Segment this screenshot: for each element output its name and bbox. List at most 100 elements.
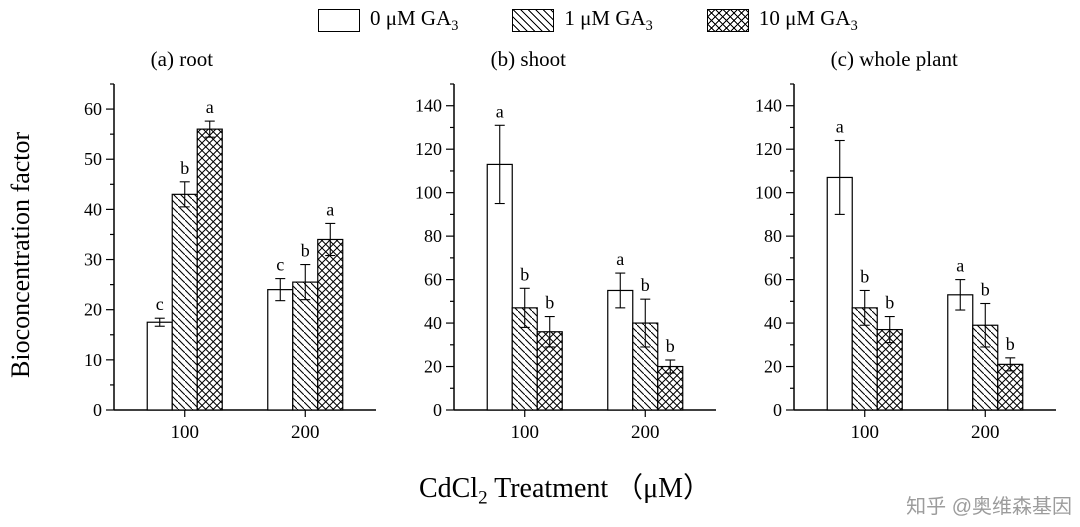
svg-text:20: 20 <box>764 357 782 377</box>
x-tick-label: 200 <box>631 422 660 443</box>
error-bar <box>154 317 165 327</box>
svg-text:40: 40 <box>84 199 102 219</box>
error-bar <box>204 120 215 138</box>
svg-text:0: 0 <box>773 400 782 420</box>
error-bar <box>325 222 336 257</box>
svg-text:60: 60 <box>764 270 782 290</box>
significance-letter: b <box>885 293 894 313</box>
bar <box>292 281 319 411</box>
bar <box>657 365 684 411</box>
significance-letter: c <box>276 255 284 275</box>
bar <box>317 238 344 411</box>
svg-text:20: 20 <box>84 300 102 320</box>
significance-letter: c <box>156 294 164 314</box>
significance-letter: b <box>641 275 650 295</box>
svg-text:60: 60 <box>84 99 102 119</box>
legend: 0 μM GA3 1 μM GA3 10 μM GA3 <box>318 6 858 35</box>
legend-label: 0 μM GA3 <box>370 6 459 35</box>
significance-letter: a <box>836 117 844 137</box>
error-bar <box>275 278 286 302</box>
error-bar <box>834 139 845 215</box>
x-tick-label: 200 <box>971 422 1000 443</box>
svg-text:20: 20 <box>424 357 442 377</box>
svg-text:40: 40 <box>764 313 782 333</box>
panel-title: (c) whole plant <box>831 47 958 71</box>
bar <box>196 128 223 411</box>
significance-letter: b <box>860 266 869 286</box>
svg-text:0: 0 <box>433 400 442 420</box>
svg-text:60: 60 <box>424 270 442 290</box>
error-bar <box>980 302 991 348</box>
error-bar <box>665 359 676 374</box>
error-bar <box>300 264 311 301</box>
x-axis-label: CdCl2 Treatment （μM） <box>418 473 712 509</box>
significance-letter: b <box>180 158 189 178</box>
significance-letter: b <box>1006 334 1015 354</box>
x-tick-label: 100 <box>850 422 879 443</box>
significance-letter: b <box>520 264 529 284</box>
bar <box>826 176 853 411</box>
bar <box>267 289 294 411</box>
bar <box>146 321 173 411</box>
bar <box>607 289 634 411</box>
panel-title: (a) root <box>151 47 214 71</box>
significance-letter: b <box>981 280 990 300</box>
svg-text:80: 80 <box>764 226 782 246</box>
significance-letter: b <box>545 293 554 313</box>
svg-text:30: 30 <box>84 250 102 270</box>
watermark: 知乎 @奥维森基因 <box>906 496 1072 518</box>
svg-text:10: 10 <box>84 350 102 370</box>
svg-text:120: 120 <box>415 139 442 159</box>
error-bar <box>640 298 651 348</box>
legend-swatch-none-pattern <box>318 9 360 33</box>
bar <box>947 294 974 411</box>
legend-item: 1 μM GA3 <box>512 6 653 35</box>
y-axis-ticks <box>106 83 114 411</box>
y-axis-ticks <box>786 83 794 411</box>
y-axis-label: Bioconcentration factor <box>4 55 38 455</box>
svg-text:140: 140 <box>415 96 442 116</box>
legend-swatch-diagonal-pattern <box>512 9 555 33</box>
x-tick-label: 100 <box>510 422 539 443</box>
svg-text:50: 50 <box>84 149 102 169</box>
legend-swatch-crosshatch-pattern <box>706 9 749 33</box>
error-bar <box>884 315 895 344</box>
legend-label: 10 μM GA3 <box>758 6 858 35</box>
svg-text:80: 80 <box>424 226 442 246</box>
bar <box>486 163 513 411</box>
significance-letter: b <box>666 336 675 356</box>
y-axis-ticks <box>446 83 454 411</box>
legend-item: 10 μM GA3 <box>706 6 858 35</box>
error-bar <box>955 279 966 311</box>
significance-letter: a <box>326 199 334 219</box>
bar <box>171 193 198 411</box>
y-tick-labels: 0 10 20 30 40 50 60 <box>84 99 102 420</box>
y-tick-labels: 0 20 40 60 80 100 120 140 <box>415 96 442 420</box>
significance-letter: a <box>956 256 964 276</box>
svg-text:120: 120 <box>755 139 782 159</box>
legend-label: 1 μM GA3 <box>564 6 653 35</box>
significance-letter: b <box>301 241 310 261</box>
chart-panel: (c) whole plant020406080100120140abbabb1… <box>755 47 1056 443</box>
x-tick-label: 100 <box>170 422 199 443</box>
significance-letter: a <box>496 101 504 121</box>
error-bar <box>544 315 555 348</box>
error-bar <box>179 181 190 208</box>
svg-text:100: 100 <box>755 183 782 203</box>
error-bar <box>494 124 505 205</box>
panel-title: (b) shoot <box>491 47 566 71</box>
significance-letter: a <box>616 249 624 269</box>
chart-panels: (a) root 0 10 20 30 40 50 60 c b a c b a 100 200 (b) sho… <box>52 38 1072 452</box>
error-bar <box>519 287 530 328</box>
svg-text:40: 40 <box>424 313 442 333</box>
svg-text:100: 100 <box>415 183 442 203</box>
y-axis-label-text: Bioconcentration factor <box>6 131 35 379</box>
error-bar <box>859 289 870 326</box>
error-bar <box>1005 357 1016 372</box>
legend-item: 0 μM GA3 <box>318 6 458 35</box>
x-tick-label: 200 <box>291 422 320 443</box>
svg-text:140: 140 <box>755 96 782 116</box>
